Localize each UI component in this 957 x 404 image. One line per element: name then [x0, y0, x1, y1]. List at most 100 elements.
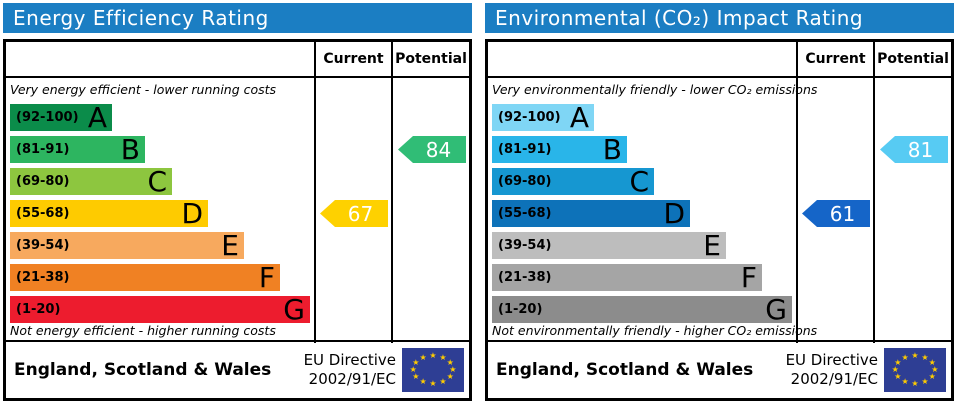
- current-column-header: Current: [796, 42, 873, 76]
- flag-star: ★: [901, 377, 909, 387]
- eu-directive-label: EU Directive 2002/91/EC: [304, 351, 396, 389]
- potential-value-column: 81: [873, 78, 951, 343]
- flag-star: ★: [412, 372, 420, 382]
- table-footer: England, Scotland & Wales EU Directive 2…: [488, 340, 951, 398]
- current-rating-arrow: 67: [320, 200, 388, 227]
- band-letter: A: [87, 100, 107, 134]
- bottom-note: Not environmentally friendly - higher CO…: [492, 323, 818, 338]
- potential-value-column: 84: [391, 78, 469, 343]
- table-header-row: Current Potential: [6, 42, 469, 78]
- band-letter: C: [147, 164, 167, 198]
- band-letter: F: [740, 260, 757, 294]
- band-letter: E: [221, 228, 239, 262]
- flag-star: ★: [409, 365, 417, 374]
- region-label: England, Scotland & Wales: [14, 360, 272, 380]
- table-body: Very energy efficient - lower running co…: [6, 78, 469, 343]
- bands-column: Very energy efficient - lower running co…: [6, 78, 314, 343]
- environmental-co2-panel: Environmental (CO₂) Impact Rating Curren…: [485, 3, 954, 401]
- band-range-label: (21-38): [16, 270, 70, 285]
- potential-rating-arrow: 81: [880, 136, 948, 163]
- flag-star: ★: [901, 352, 909, 362]
- band-range-label: (81-91): [16, 142, 70, 157]
- potential-column-header: Potential: [873, 42, 951, 76]
- flag-star: ★: [894, 372, 902, 382]
- top-note: Very environmentally friendly - lower CO…: [492, 82, 818, 97]
- eu-directive-line2: 2002/91/EC: [790, 370, 878, 388]
- eu-directive-line1: EU Directive: [785, 351, 878, 370]
- band-range-label: (55-68): [498, 206, 552, 221]
- flag-star: ★: [419, 352, 427, 362]
- band-range-label: (69-80): [16, 174, 70, 189]
- potential-column-header: Potential: [391, 42, 469, 76]
- flag-star: ★: [419, 377, 427, 387]
- flag-star: ★: [429, 350, 437, 360]
- current-column-header: Current: [314, 42, 391, 76]
- band-range-label: (39-54): [16, 238, 70, 253]
- band-letter: E: [703, 228, 721, 262]
- eu-directive-line1: EU Directive: [303, 351, 396, 370]
- table-body: Very environmentally friendly - lower CO…: [488, 78, 951, 343]
- band-range-label: (69-80): [498, 174, 552, 189]
- band-row-g: (1-20) G: [492, 292, 792, 326]
- flag-star: ★: [891, 365, 899, 374]
- flag-star: ★: [894, 357, 902, 367]
- flag-star: ★: [911, 350, 919, 360]
- spacer-cell: [6, 42, 314, 76]
- eu-flag-icon: ★ ★ ★ ★ ★ ★ ★ ★ ★ ★ ★ ★: [402, 348, 464, 392]
- flag-star: ★: [439, 377, 447, 387]
- panel-title: Energy Efficiency Rating: [3, 3, 472, 33]
- band-row-d: (55-68) D: [492, 196, 690, 230]
- panel-title: Environmental (CO₂) Impact Rating: [485, 3, 954, 33]
- band-row-e: (39-54) E: [492, 228, 726, 262]
- band-range-label: (81-91): [498, 142, 552, 157]
- band-row-e: (39-54) E: [10, 228, 244, 262]
- band-letter: C: [629, 164, 649, 198]
- band-letter: B: [120, 132, 140, 166]
- energy-efficiency-panel: Energy Efficiency Rating Current Potenti…: [3, 3, 472, 401]
- band-row-c: (69-80) C: [492, 164, 654, 198]
- band-row-f: (21-38) F: [492, 260, 762, 294]
- flag-star: ★: [928, 372, 936, 382]
- flag-star: ★: [439, 352, 447, 362]
- flag-star: ★: [921, 377, 929, 387]
- potential-rating-arrow: 84: [398, 136, 466, 163]
- region-label: England, Scotland & Wales: [496, 360, 754, 380]
- band-row-b: (81-91) B: [10, 132, 145, 166]
- band-letter: D: [181, 196, 203, 230]
- flag-star: ★: [446, 372, 454, 382]
- flag-star: ★: [921, 352, 929, 362]
- band-letter: A: [569, 100, 589, 134]
- band-letter: G: [283, 292, 305, 326]
- band-range-label: (39-54): [498, 238, 552, 253]
- band-range-label: (55-68): [16, 206, 70, 221]
- flag-star: ★: [429, 379, 437, 389]
- table-header-row: Current Potential: [488, 42, 951, 78]
- rating-bands: (92-100) A (81-91) B (69-80) C (55-68) D (39-54)…: [492, 100, 792, 326]
- bottom-note: Not energy efficient - higher running co…: [10, 323, 276, 338]
- table-footer: England, Scotland & Wales EU Directive 2…: [6, 340, 469, 398]
- band-range-label: (1-20): [498, 302, 543, 317]
- rating-bands: (92-100) A (81-91) B (69-80) C (55-68) D (39-54)…: [10, 100, 310, 326]
- bands-column: Very environmentally friendly - lower CO…: [488, 78, 818, 343]
- current-value-column: 61: [796, 78, 873, 343]
- spacer-cell: [488, 42, 796, 76]
- band-row-a: (92-100) A: [10, 100, 112, 134]
- eu-flag-icon: ★ ★ ★ ★ ★ ★ ★ ★ ★ ★ ★ ★: [884, 348, 946, 392]
- band-row-c: (69-80) C: [10, 164, 172, 198]
- flag-star: ★: [911, 379, 919, 389]
- band-range-label: (21-38): [498, 270, 552, 285]
- band-letter: F: [258, 260, 275, 294]
- top-note: Very energy efficient - lower running co…: [10, 82, 277, 97]
- flag-star: ★: [449, 365, 457, 374]
- band-letter: D: [663, 196, 685, 230]
- band-range-label: (1-20): [16, 302, 61, 317]
- rating-table: Current Potential Very environmentally f…: [485, 39, 954, 401]
- flag-star: ★: [446, 357, 454, 367]
- eu-directive-label: EU Directive 2002/91/EC: [786, 351, 878, 389]
- band-letter: G: [765, 292, 787, 326]
- current-value-column: 67: [314, 78, 391, 343]
- band-range-label: (92-100): [498, 110, 561, 125]
- flag-star: ★: [412, 357, 420, 367]
- band-row-g: (1-20) G: [10, 292, 310, 326]
- band-row-a: (92-100) A: [492, 100, 594, 134]
